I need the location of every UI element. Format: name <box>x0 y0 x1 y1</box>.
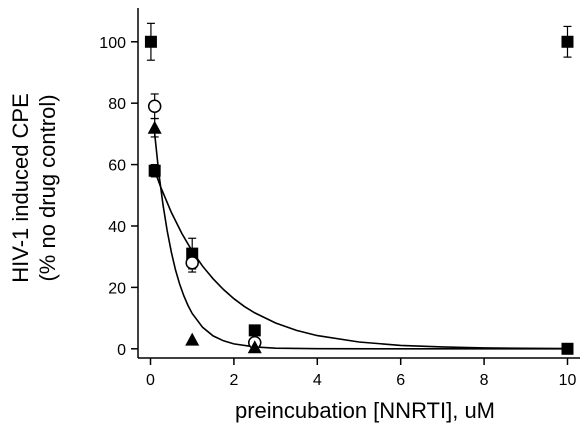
x-tick-label: 0 <box>146 372 155 389</box>
x-tick-label: 2 <box>229 372 238 389</box>
data-point-square <box>248 324 261 337</box>
data-point-open-circle <box>185 256 199 270</box>
data-point-square <box>561 342 574 355</box>
y-tick-label: 60 <box>108 158 126 175</box>
x-axis-title: preincubation [NNRTI], uM <box>235 398 495 423</box>
fit-curve-series-3 <box>153 133 568 350</box>
y-tick-label: 40 <box>108 219 126 236</box>
data-point-square <box>148 164 161 177</box>
data-point-open-circle <box>147 99 162 113</box>
y-axis: 0 20 40 60 80 100 <box>99 8 139 359</box>
data-point-square <box>144 35 157 48</box>
x-axis: 0 2 4 6 8 10 <box>138 357 580 389</box>
data-point-triangle <box>247 340 262 354</box>
y-axis-title-line-2: (% no drug control) <box>35 94 60 281</box>
x-tick-label: 6 <box>396 372 405 389</box>
y-axis-title-line-1: HIV-1 induced CPE <box>8 93 33 283</box>
x-tick-label: 4 <box>313 372 322 389</box>
fit-curve-series-1 <box>153 170 568 350</box>
y-tick-label: 20 <box>108 280 126 297</box>
y-tick-label: 80 <box>108 96 126 113</box>
y-tick-label: 0 <box>117 342 126 359</box>
x-tick-label: 8 <box>480 372 489 389</box>
plot-area <box>144 22 574 355</box>
y-tick-label: 100 <box>99 35 126 52</box>
data-point-square <box>561 35 574 48</box>
data-point-triangle <box>147 120 162 134</box>
data-point-triangle <box>185 332 200 346</box>
x-tick-label: 10 <box>559 372 577 389</box>
